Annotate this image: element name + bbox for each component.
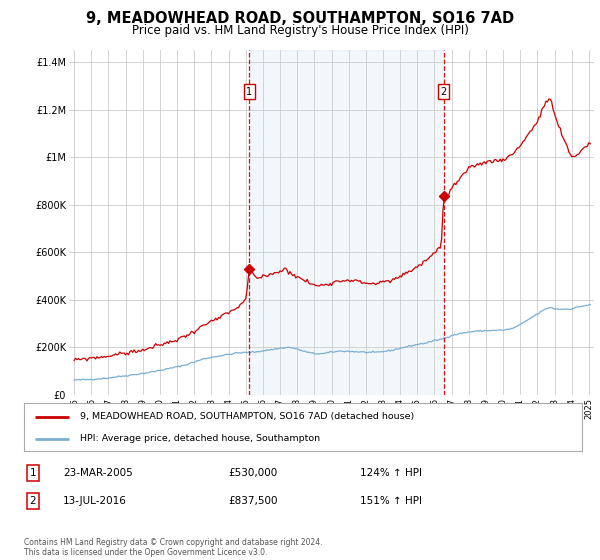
Text: Contains HM Land Registry data © Crown copyright and database right 2024.
This d: Contains HM Land Registry data © Crown c… [24, 538, 323, 557]
Text: 1: 1 [29, 468, 37, 478]
Text: 23-MAR-2005: 23-MAR-2005 [63, 468, 133, 478]
Text: £530,000: £530,000 [228, 468, 277, 478]
Text: 124% ↑ HPI: 124% ↑ HPI [360, 468, 422, 478]
Text: 9, MEADOWHEAD ROAD, SOUTHAMPTON, SO16 7AD: 9, MEADOWHEAD ROAD, SOUTHAMPTON, SO16 7A… [86, 11, 514, 26]
Text: 151% ↑ HPI: 151% ↑ HPI [360, 496, 422, 506]
Text: 2: 2 [440, 87, 447, 97]
Text: HPI: Average price, detached house, Southampton: HPI: Average price, detached house, Sout… [80, 435, 320, 444]
Text: £837,500: £837,500 [228, 496, 277, 506]
Text: 2: 2 [29, 496, 37, 506]
Text: 13-JUL-2016: 13-JUL-2016 [63, 496, 127, 506]
Text: Price paid vs. HM Land Registry's House Price Index (HPI): Price paid vs. HM Land Registry's House … [131, 24, 469, 36]
Text: 1: 1 [247, 87, 253, 97]
Bar [250, 50, 444, 395]
Text: 9, MEADOWHEAD ROAD, SOUTHAMPTON, SO16 7AD (detached house): 9, MEADOWHEAD ROAD, SOUTHAMPTON, SO16 7A… [80, 412, 414, 421]
